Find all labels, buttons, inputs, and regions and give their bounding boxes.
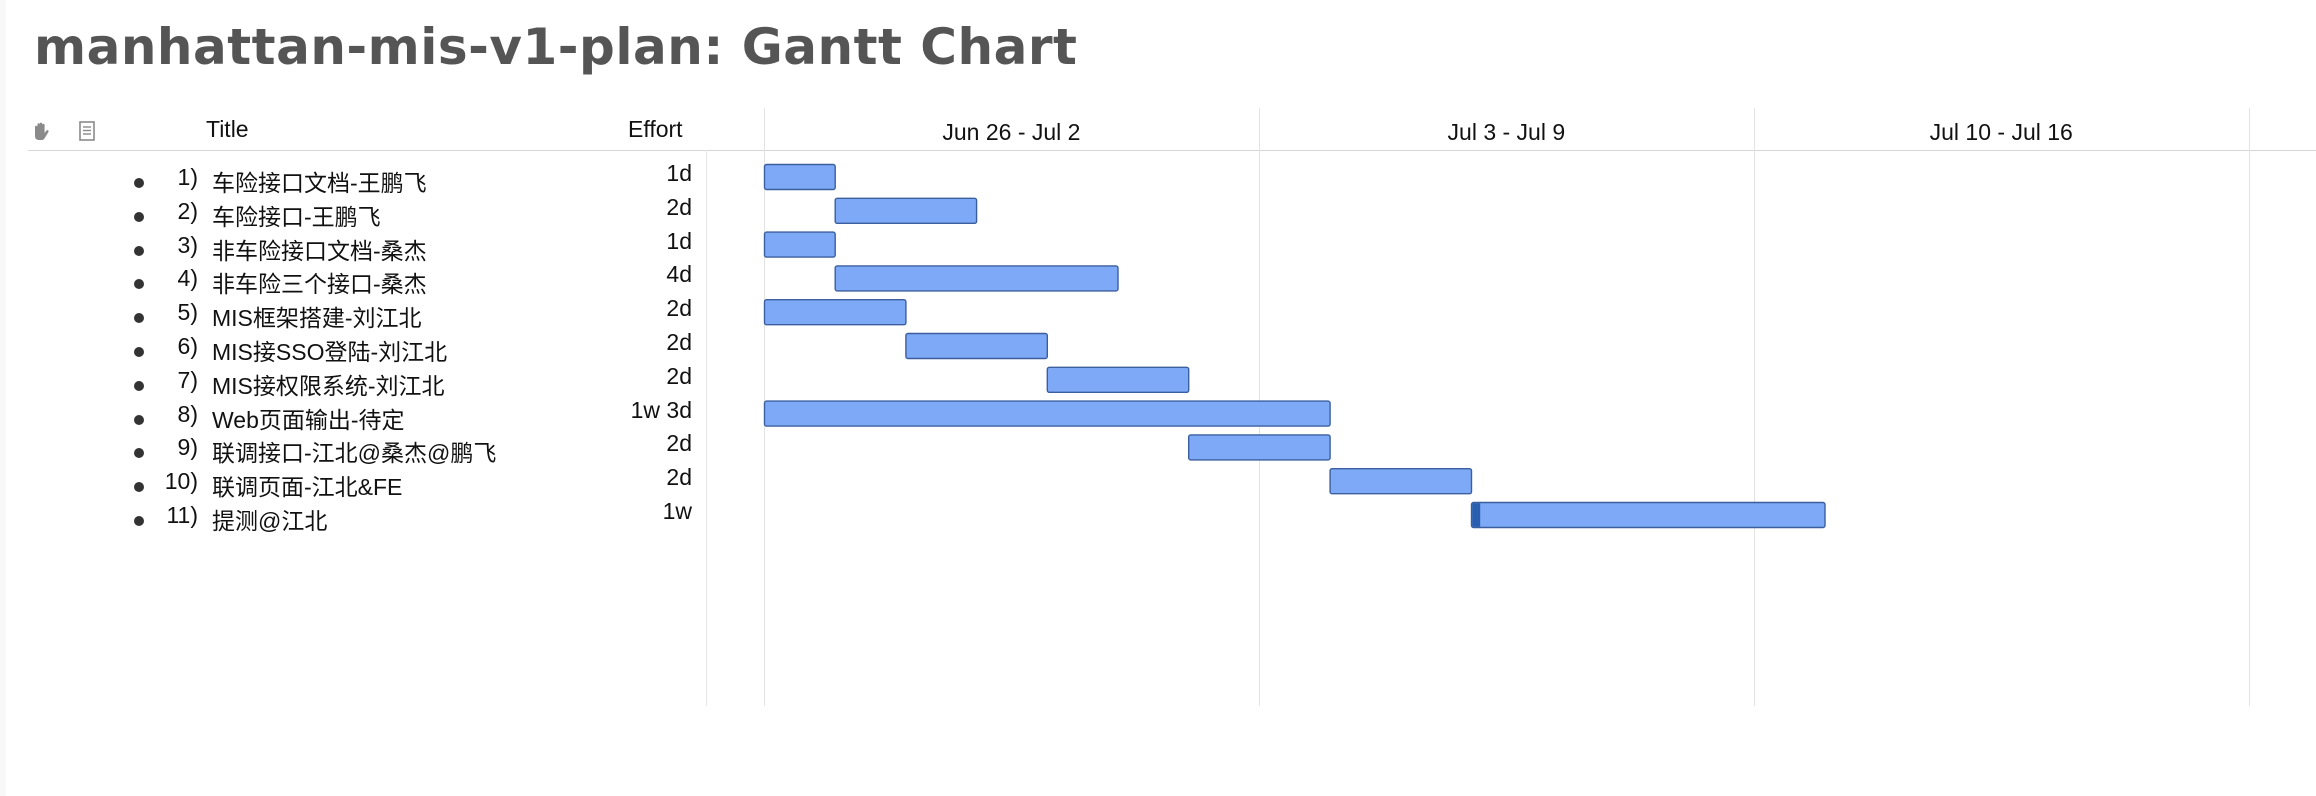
task-bar[interactable] bbox=[763, 231, 836, 258]
bullet-icon bbox=[134, 516, 144, 526]
task-bar[interactable] bbox=[834, 197, 978, 225]
task-bar[interactable] bbox=[1187, 434, 1331, 461]
task-title[interactable]: MIS框架搭建-刘江北 bbox=[212, 305, 422, 331]
task-index: 3) bbox=[177, 232, 198, 258]
title-column-header[interactable]: Title bbox=[206, 116, 249, 142]
task-index: 7) bbox=[177, 367, 198, 393]
gantt-page: manhattan-mis-v1-plan: Gantt Chart Title… bbox=[6, 0, 2316, 796]
task-effort[interactable]: 2d bbox=[666, 363, 692, 389]
task-index: 11) bbox=[166, 502, 198, 528]
week-label: Jul 10 - Jul 16 bbox=[1930, 119, 2073, 145]
task-effort[interactable]: 4d bbox=[666, 261, 692, 287]
task-row[interactable]: 4) 非车险三个接口-桑杰 4d bbox=[6, 261, 706, 329]
bullet-icon bbox=[134, 246, 144, 256]
bullet-icon bbox=[134, 482, 144, 492]
task-index: 8) bbox=[177, 401, 198, 427]
task-effort[interactable]: 2d bbox=[666, 194, 692, 220]
task-bar[interactable] bbox=[834, 265, 1119, 292]
task-bar[interactable] bbox=[905, 332, 1049, 360]
task-row[interactable]: 6) MIS接SSO登陆-刘江北 2d bbox=[6, 329, 706, 397]
bullet-icon bbox=[134, 212, 144, 222]
bullet-icon bbox=[134, 448, 144, 458]
task-row[interactable]: 5) MIS框架搭建-刘江北 2d bbox=[6, 295, 706, 363]
header-divider bbox=[28, 150, 2316, 151]
task-index: 10) bbox=[164, 468, 198, 494]
task-index: 6) bbox=[177, 333, 198, 359]
task-index: 9) bbox=[177, 434, 198, 460]
task-row[interactable]: 7) MIS接权限系统-刘江北 2d bbox=[6, 363, 706, 431]
task-index: 1) bbox=[177, 164, 198, 190]
bullet-icon bbox=[134, 415, 144, 425]
task-title[interactable]: MIS接权限系统-刘江北 bbox=[212, 373, 445, 399]
week-label: Jun 26 - Jul 2 bbox=[942, 119, 1080, 145]
week-label: Jul 3 - Jul 9 bbox=[1448, 119, 1566, 145]
task-bar[interactable] bbox=[1046, 366, 1190, 393]
task-title[interactable]: 提测@江北 bbox=[212, 508, 328, 534]
note-icon[interactable] bbox=[76, 120, 98, 142]
task-row[interactable]: 2) 车险接口-王鹏飞 2d bbox=[6, 194, 706, 262]
task-effort[interactable]: 2d bbox=[666, 295, 692, 321]
bullet-icon bbox=[134, 178, 144, 188]
task-title[interactable]: 联调页面-江北&FE bbox=[212, 474, 403, 500]
task-bar[interactable] bbox=[763, 400, 1331, 427]
task-title[interactable]: Web页面输出-待定 bbox=[212, 407, 405, 433]
task-bar[interactable] bbox=[763, 163, 836, 191]
task-title[interactable]: 车险接口文档-王鹏飞 bbox=[212, 170, 427, 196]
task-row[interactable]: 10) 联调页面-江北&FE 2d bbox=[6, 464, 706, 532]
task-effort[interactable]: 2d bbox=[666, 430, 692, 456]
task-effort[interactable]: 1d bbox=[666, 228, 692, 254]
task-index: 5) bbox=[177, 299, 198, 325]
task-effort[interactable]: 2d bbox=[666, 464, 692, 490]
task-index: 2) bbox=[177, 198, 198, 224]
task-effort[interactable]: 1d bbox=[666, 160, 692, 186]
bullet-icon bbox=[134, 279, 144, 289]
task-title[interactable]: 联调接口-江北@桑杰@鹏飞 bbox=[212, 440, 497, 466]
task-row[interactable]: 1) 车险接口文档-王鹏飞 1d bbox=[6, 160, 706, 228]
bullet-icon bbox=[134, 381, 144, 391]
task-bar[interactable] bbox=[763, 299, 907, 326]
task-progress bbox=[1472, 503, 1481, 527]
task-effort[interactable]: 1w 3d bbox=[630, 397, 692, 423]
task-index: 4) bbox=[177, 265, 198, 291]
bullet-icon bbox=[134, 347, 144, 357]
task-row[interactable]: 8) Web页面输出-待定 1w 3d bbox=[6, 397, 706, 465]
task-row[interactable]: 9) 联调接口-江北@桑杰@鹏飞 2d bbox=[6, 430, 706, 498]
task-bar[interactable] bbox=[1470, 501, 1826, 529]
gantt-chart: Jun 26 - Jul 2 Jul 3 - Jul 9 Jul 10 - Jul … bbox=[763, 108, 2250, 706]
effort-column-header[interactable]: Effort bbox=[628, 116, 683, 142]
outline-divider bbox=[706, 150, 707, 706]
task-title[interactable]: 车险接口-王鹏飞 bbox=[212, 204, 381, 230]
task-effort[interactable]: 1w bbox=[662, 498, 692, 524]
bullet-icon bbox=[134, 313, 144, 323]
task-row[interactable]: 3) 非车险接口文档-桑杰 1d bbox=[6, 228, 706, 296]
task-title[interactable]: 非车险三个接口-桑杰 bbox=[212, 271, 427, 297]
task-title[interactable]: 非车险接口文档-桑杰 bbox=[212, 238, 427, 264]
task-title[interactable]: MIS接SSO登陆-刘江北 bbox=[212, 339, 448, 365]
task-row[interactable]: 11) 提测@江北 1w bbox=[6, 498, 706, 566]
task-effort[interactable]: 2d bbox=[666, 329, 692, 355]
hand-icon[interactable] bbox=[30, 120, 52, 142]
page-title: manhattan-mis-v1-plan: Gantt Chart bbox=[34, 18, 1078, 76]
task-bar[interactable] bbox=[1329, 468, 1473, 495]
